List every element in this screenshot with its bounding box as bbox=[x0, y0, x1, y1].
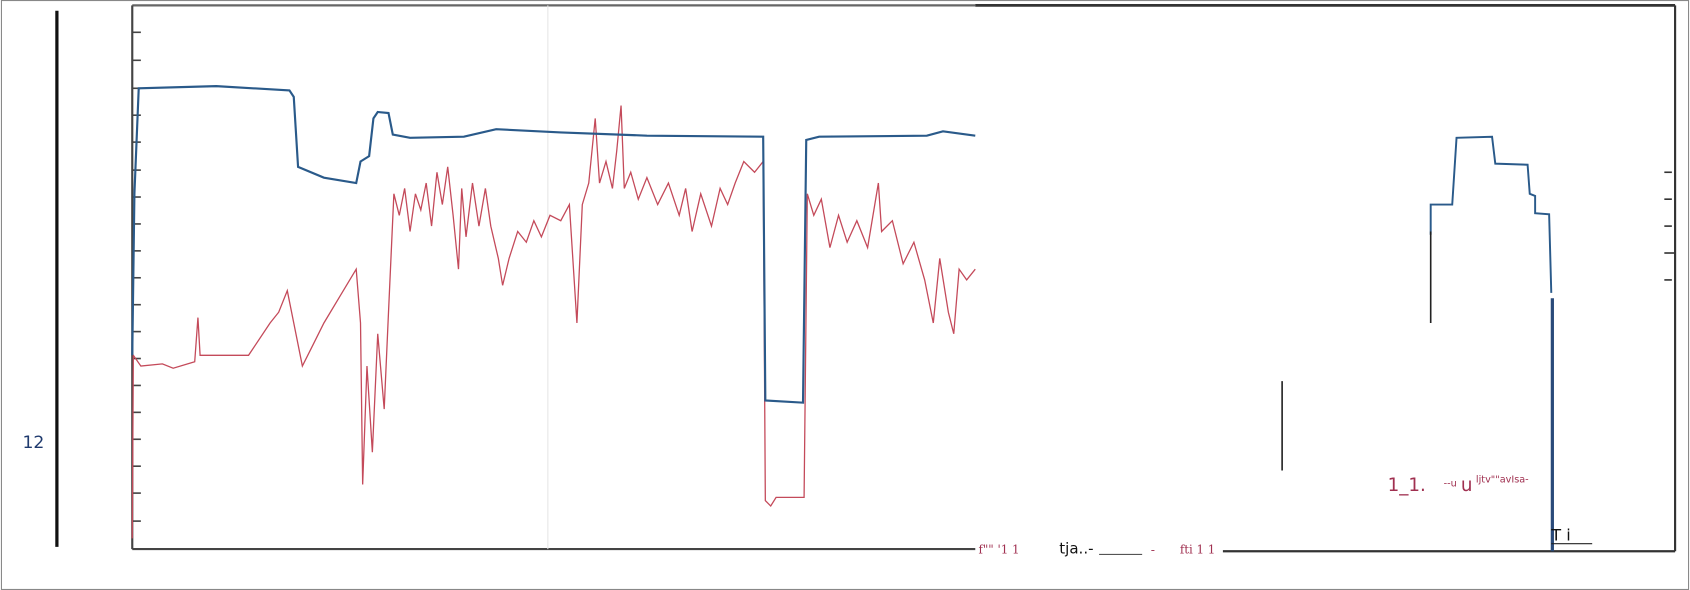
right-text: T i bbox=[1550, 525, 1570, 544]
right-text: 1_1. bbox=[1388, 475, 1426, 496]
right-text: u bbox=[1461, 475, 1473, 496]
plot bbox=[131, 4, 976, 551]
right-text: --u bbox=[1444, 479, 1457, 490]
bottom-marks: f"" '1 1 bbox=[979, 542, 1020, 556]
bottom-dash: - bbox=[1151, 542, 1155, 556]
right-text: ljtv""avIsa- bbox=[1476, 474, 1529, 485]
left-number: 12 bbox=[22, 433, 44, 453]
bottom-text: tja..- bbox=[1059, 539, 1093, 557]
bottom-marks: fti 1 1 bbox=[1180, 542, 1216, 556]
inset-ticks bbox=[1664, 171, 1676, 281]
inset-line bbox=[1429, 135, 1553, 293]
